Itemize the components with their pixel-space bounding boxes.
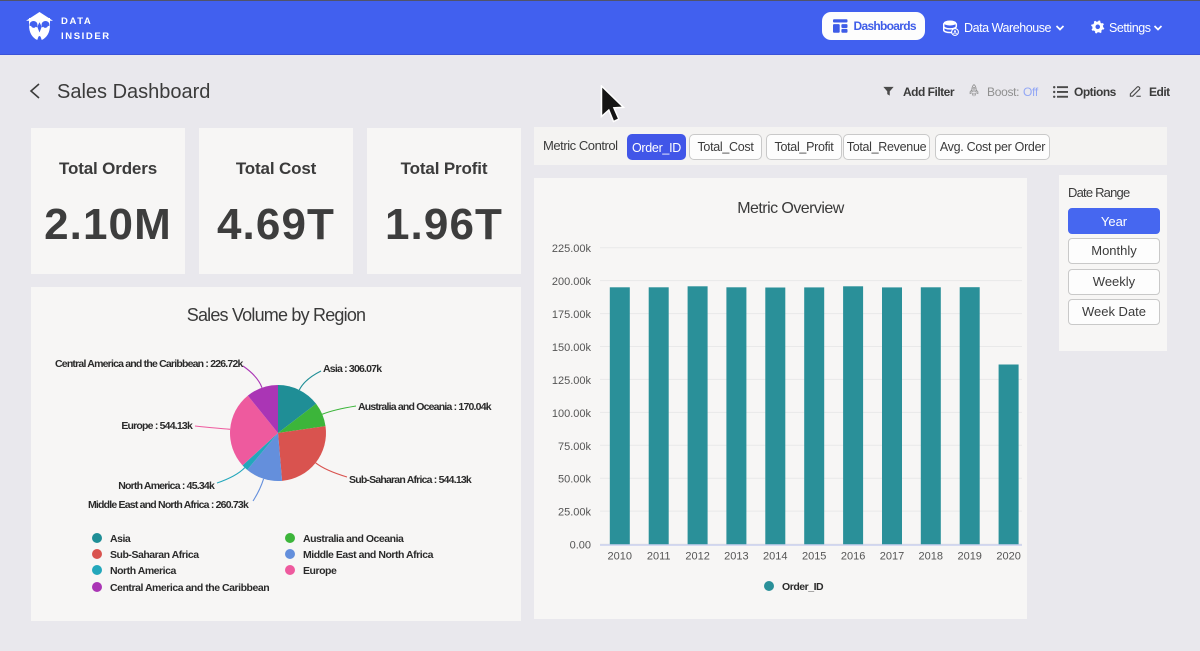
svg-text:50.00k: 50.00k [558,474,592,486]
svg-text:2014: 2014 [763,551,787,563]
svg-text:2018: 2018 [919,551,943,563]
svg-text:2019: 2019 [957,551,981,563]
svg-text:75.00k: 75.00k [558,441,592,453]
svg-text:2015: 2015 [802,551,826,563]
svg-text:175.00k: 175.00k [552,309,592,321]
svg-text:0.00: 0.00 [570,540,591,552]
svg-text:2017: 2017 [880,551,904,563]
svg-text:2016: 2016 [841,551,865,563]
svg-text:150.00k: 150.00k [552,342,592,354]
svg-text:25.00k: 25.00k [558,507,592,519]
svg-text:2013: 2013 [724,551,748,563]
svg-text:2010: 2010 [608,551,632,563]
svg-text:2012: 2012 [685,551,709,563]
svg-text:125.00k: 125.00k [552,375,592,387]
svg-text:225.00k: 225.00k [552,243,592,255]
svg-text:2011: 2011 [647,551,671,563]
svg-text:2020: 2020 [996,551,1020,563]
svg-text:100.00k: 100.00k [552,408,592,420]
svg-text:200.00k: 200.00k [552,276,592,288]
